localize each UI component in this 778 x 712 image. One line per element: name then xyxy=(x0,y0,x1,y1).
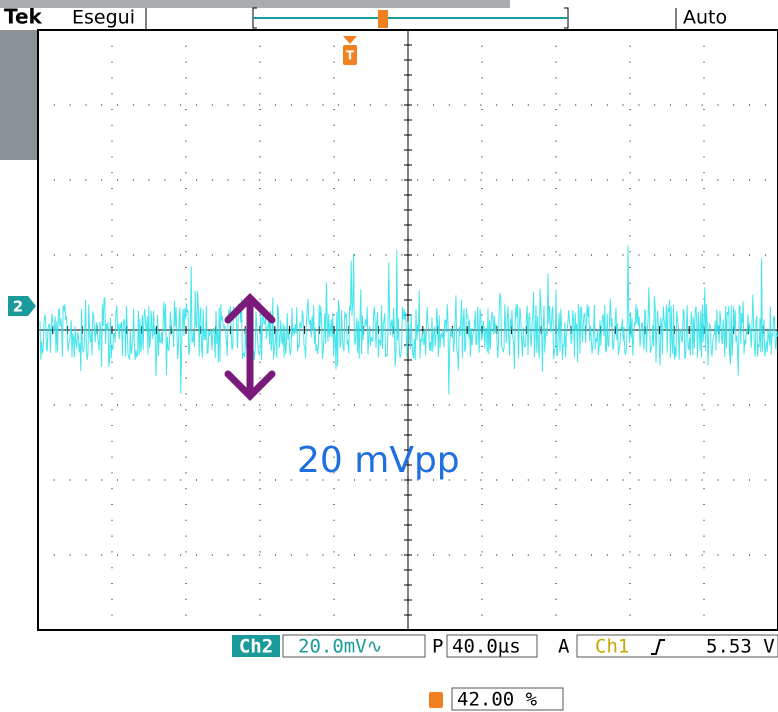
trigger-level: 5.53 V xyxy=(706,636,775,658)
acquire-label: A xyxy=(558,636,570,658)
readout-box xyxy=(576,634,778,658)
channel-marker xyxy=(8,296,36,316)
trigger-slope xyxy=(651,639,665,655)
channel-label: Ch2 xyxy=(239,636,273,658)
trigger-arrow xyxy=(343,36,357,44)
trigger-position-icon xyxy=(378,10,388,28)
timebase: 40.0µs xyxy=(452,636,521,658)
brand: Tek xyxy=(4,5,43,29)
trigger-marker-icon: T xyxy=(346,49,355,63)
channel-marker-label: 2 xyxy=(13,298,23,316)
trigger-position-icon xyxy=(429,692,443,708)
trigger-mode: Auto xyxy=(683,7,727,29)
photo-edge xyxy=(0,0,510,8)
amplitude-arrow xyxy=(224,293,276,401)
annotation: 20 mVpp xyxy=(297,440,460,481)
run-state: Esegui xyxy=(72,7,135,29)
trigger-position: 42.00 % xyxy=(457,689,538,711)
waveform-trace xyxy=(39,245,778,395)
vertical-scale: 20.0mV∿ xyxy=(298,636,383,658)
trigger-source: Ch1 xyxy=(595,636,629,658)
readout-box xyxy=(451,687,564,711)
channel-badge xyxy=(232,635,280,657)
position-label: P xyxy=(432,636,443,658)
trigger-marker xyxy=(343,45,357,65)
readout-box xyxy=(446,634,538,658)
readout-box xyxy=(282,634,426,658)
